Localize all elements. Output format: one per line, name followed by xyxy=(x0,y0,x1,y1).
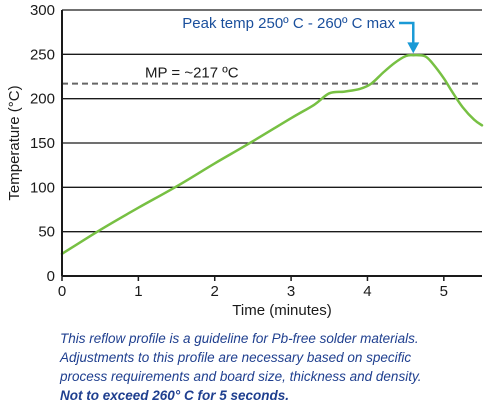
x-tick-label: 2 xyxy=(211,283,219,300)
caption-line: This reflow profile is a guideline for P… xyxy=(60,331,419,346)
reflow-profile-chart: MP = ~217 ºC Peak temp 250º C - 260º C m… xyxy=(6,2,484,319)
x-axis-label: Time (minutes) xyxy=(232,302,331,319)
melting-point-label: MP = ~217 ºC xyxy=(145,65,239,82)
x-tick-label: 0 xyxy=(58,283,66,300)
y-tick-label: 300 xyxy=(30,2,55,19)
x-tick-label: 3 xyxy=(287,283,295,300)
y-tick-label: 150 xyxy=(30,135,55,152)
y-tick-label: 250 xyxy=(30,46,55,63)
caption-line: Adjustments to this profile are necessar… xyxy=(60,350,412,365)
x-tick-label: 1 xyxy=(134,283,142,300)
y-tick-label: 50 xyxy=(38,224,55,241)
caption-line: process requirements and board size, thi… xyxy=(60,369,422,384)
x-tick-label: 4 xyxy=(363,283,371,300)
y-tick-label: 200 xyxy=(30,91,55,108)
y-axis-label: Temperature (°C) xyxy=(6,85,23,200)
caption-emphasis: Not to exceed 260° C for 5 seconds. xyxy=(60,388,289,403)
x-axis-ticks: 0 1 2 3 4 5 xyxy=(58,276,448,300)
chart-caption: This reflow profile is a guideline for P… xyxy=(60,329,480,405)
arrow-shaft xyxy=(399,21,415,45)
arrow-head xyxy=(407,42,420,54)
peak-temperature-annotation: Peak temp 250º C - 260º C max xyxy=(182,15,395,32)
peak-annotation-arrow xyxy=(399,21,420,54)
temperature-profile-line xyxy=(60,53,484,256)
horizontal-gridlines xyxy=(62,9,482,233)
x-tick-label: 5 xyxy=(440,283,448,300)
y-tick-label: 100 xyxy=(30,179,55,196)
y-axis-ticks: 0 50 100 150 200 250 300 xyxy=(30,2,55,285)
y-tick-label: 0 xyxy=(47,268,55,285)
